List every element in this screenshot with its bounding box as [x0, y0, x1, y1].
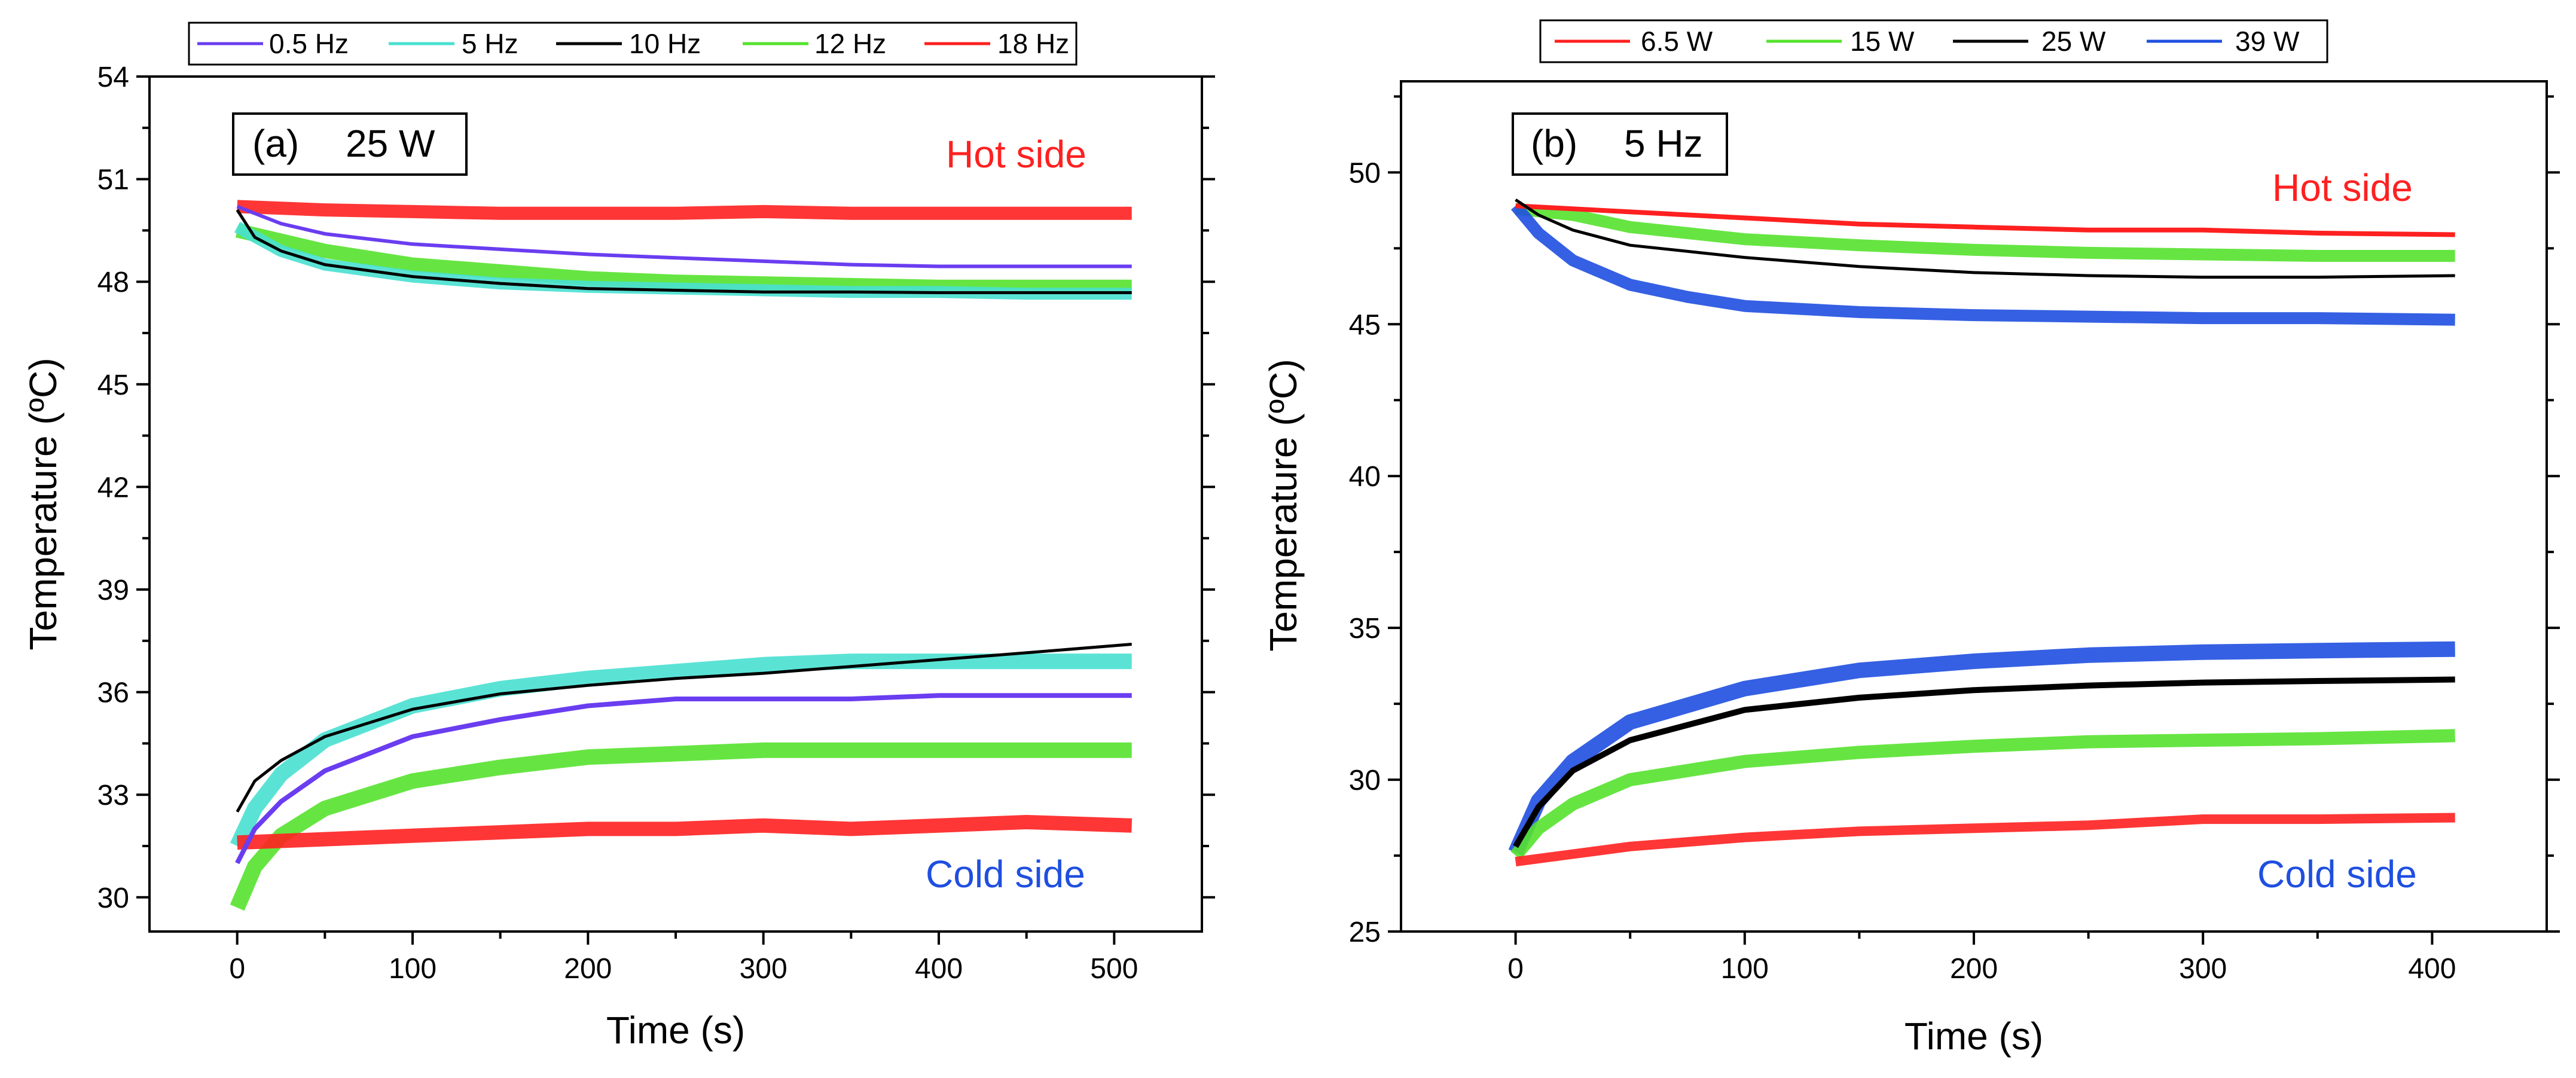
panel-b-hot-side-annotation: Hot side — [2272, 166, 2413, 209]
x-tick-label: 0 — [229, 953, 245, 985]
panel-b-ticks: 0 100 200 300 400 25 30 35 40 45 50 — [1349, 95, 2560, 985]
y-tick-label: 45 — [97, 369, 129, 401]
legend-label-12hz: 12 Hz — [814, 28, 886, 59]
series-line-18hz-cold — [237, 815, 1133, 850]
legend-label-25w: 25 W — [2041, 26, 2106, 57]
x-tick-label: 200 — [1950, 953, 1998, 985]
x-tick-label: 0 — [1507, 953, 1524, 985]
panel-b-legend: 6.5 W 15 W 25 W 39 W — [1539, 19, 2328, 63]
y-tick-label: 25 — [1349, 917, 1381, 948]
panel-a: 0 100 200 300 400 500 30 33 36 39 42 45 48 51 54 (a) 2… — [22, 22, 1215, 1052]
series-line-39w-cold — [1508, 641, 2455, 856]
series-line-25w-cold — [1513, 676, 2455, 848]
y-tick-label: 40 — [1349, 461, 1381, 493]
series-line-6.5w-hot — [1515, 203, 2455, 237]
panel-a-label: (a) — [252, 122, 299, 165]
panel-a-x-axis-title: Time (s) — [606, 1009, 745, 1052]
y-tick-label: 51 — [97, 164, 129, 196]
series-line-10hz-hot — [236, 209, 1132, 294]
x-tick-label: 400 — [2408, 953, 2456, 985]
legend-label-6.5w: 6.5 W — [1641, 26, 1713, 57]
panel-a-label-box — [232, 112, 468, 176]
panel-b: 0 100 200 300 400 25 30 35 40 45 50 (b) 5 Hz Hot s… — [1262, 19, 2560, 1058]
x-tick-label: 500 — [1090, 953, 1138, 985]
series-line-0.5hz-hot — [236, 204, 1132, 268]
panel-b-y-axis-title: Temperature (ºC) — [1262, 359, 1305, 651]
panel-b-label: (b) — [1531, 122, 1577, 165]
panel-a-hot-side-annotation: Hot side — [946, 133, 1086, 176]
y-tick-label: 48 — [97, 267, 129, 298]
legend-label-5hz: 5 Hz — [462, 28, 518, 59]
x-tick-label: 300 — [740, 953, 788, 985]
x-tick-label: 100 — [1721, 953, 1769, 985]
series-line-15w-hot — [1515, 203, 2455, 262]
x-tick-label: 100 — [389, 953, 437, 985]
legend-label-39w: 39 W — [2235, 26, 2300, 57]
y-tick-label: 36 — [97, 677, 129, 709]
series-line-6.5w-cold — [1515, 813, 2455, 867]
x-tick-label: 200 — [564, 953, 612, 985]
series-line-5hz-cold — [230, 653, 1132, 850]
series-line-39w-hot — [1510, 201, 2455, 326]
x-tick-label: 300 — [2179, 953, 2227, 985]
series-line-25w-hot — [1515, 199, 2455, 279]
y-tick-label: 39 — [97, 575, 129, 606]
panel-b-series — [1508, 199, 2455, 867]
y-tick-label: 33 — [97, 780, 129, 811]
legend-label-15w: 15 W — [1850, 26, 1915, 57]
y-tick-label: 30 — [97, 882, 129, 914]
series-line-18hz-hot — [237, 200, 1132, 220]
series-line-10hz-cold — [236, 643, 1132, 813]
y-tick-label: 35 — [1349, 613, 1381, 645]
panel-b-cold-side-annotation: Cold side — [2257, 853, 2417, 896]
panel-b-x-axis-title: Time (s) — [1904, 1015, 2043, 1058]
y-tick-label: 30 — [1349, 765, 1381, 796]
y-tick-label: 50 — [1349, 157, 1381, 189]
legend-label-18hz: 18 Hz — [997, 28, 1069, 59]
panel-a-series — [230, 200, 1133, 911]
panel-a-y-axis-title: Temperature (ºC) — [22, 358, 65, 650]
legend-label-10hz: 10 Hz — [629, 28, 701, 59]
panel-a-cold-side-annotation: Cold side — [926, 853, 1085, 896]
x-tick-label: 400 — [915, 953, 963, 985]
y-tick-label: 42 — [97, 472, 129, 503]
y-tick-label: 45 — [1349, 309, 1381, 341]
panel-a-condition: 25 W — [346, 122, 435, 165]
y-tick-label: 54 — [97, 62, 129, 93]
legend-label-0.5hz: 0.5 Hz — [269, 28, 349, 59]
panel-b-label-box — [1512, 112, 1728, 176]
series-line-0.5hz-cold — [235, 693, 1132, 865]
series-line-15w-cold — [1510, 729, 2455, 860]
panel-a-legend: 0.5 Hz 5 Hz 10 Hz 12 Hz 18 Hz — [188, 22, 1078, 66]
panel-b-condition: 5 Hz — [1624, 122, 1703, 165]
panel-a-ticks: 0 100 200 300 400 500 30 33 36 39 42 45 48 51 54 — [97, 62, 1215, 985]
